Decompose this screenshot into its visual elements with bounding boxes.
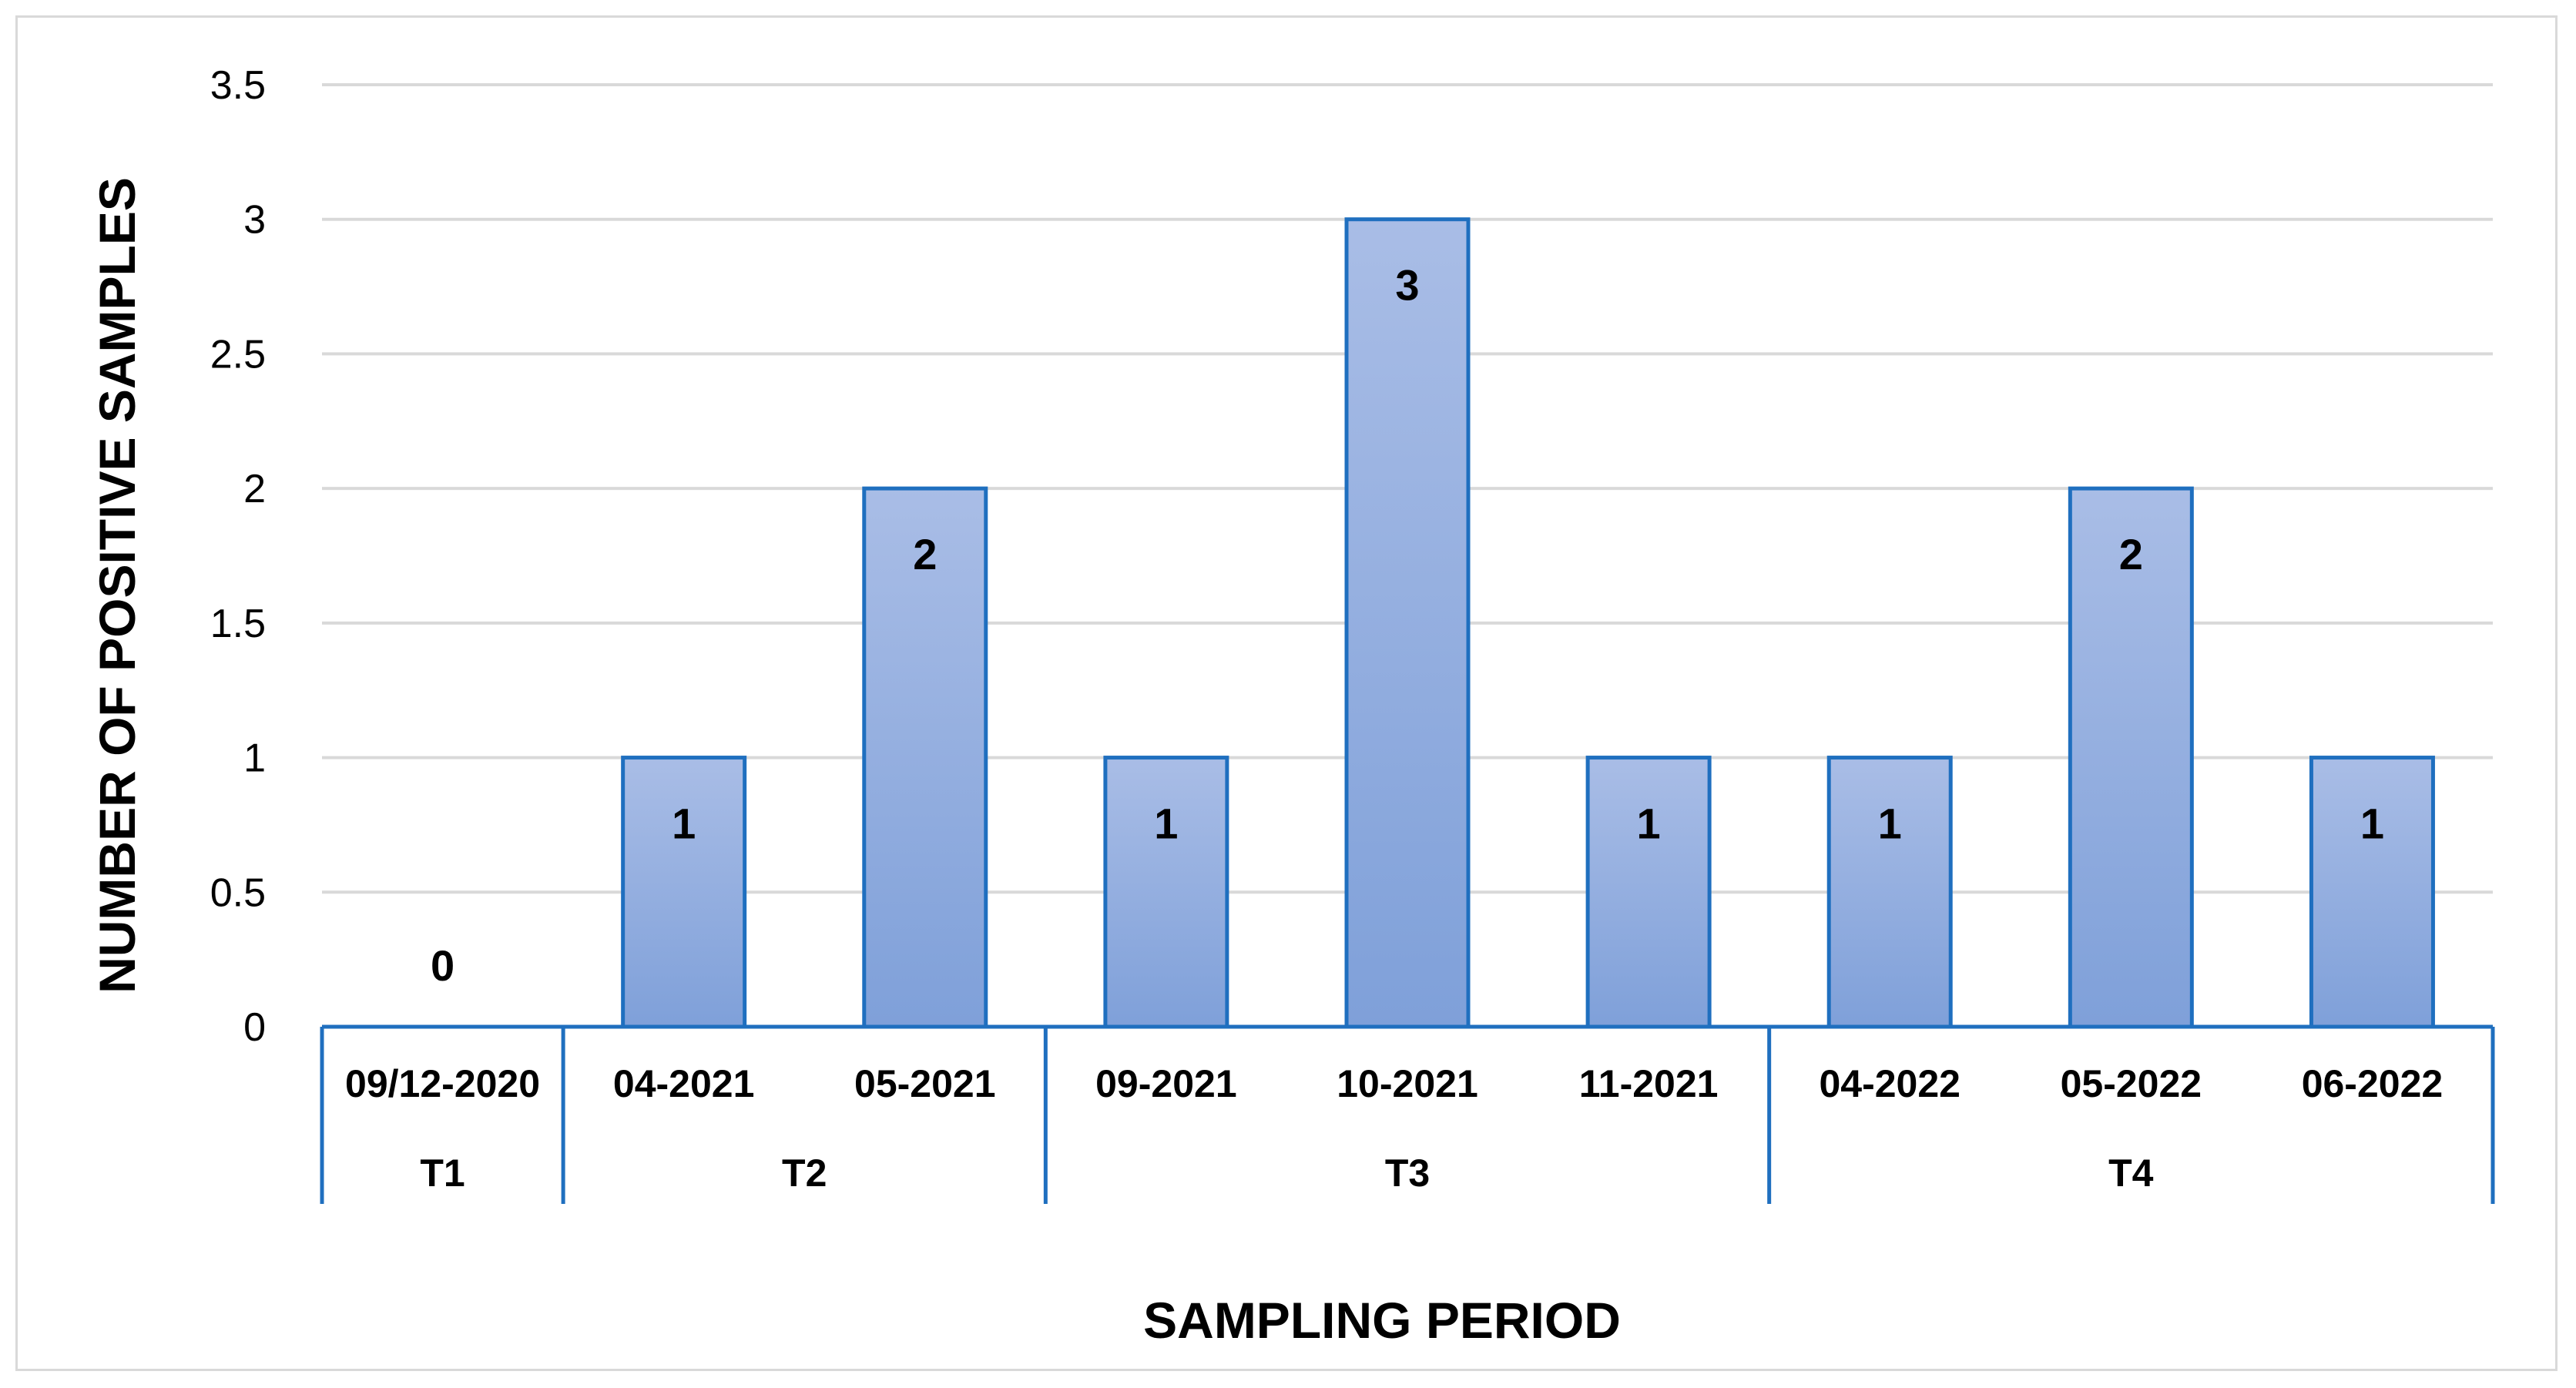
y-axis-title: NUMBER OF POSITIVE SAMPLES bbox=[89, 177, 146, 994]
group-label: T3 bbox=[1385, 1152, 1430, 1195]
bar bbox=[1103, 756, 1229, 1029]
data-label: 3 bbox=[1395, 261, 1419, 310]
category-label: 11-2021 bbox=[1579, 1062, 1719, 1105]
bar bbox=[1826, 756, 1953, 1029]
bar bbox=[862, 486, 988, 1029]
category-label: 04-2022 bbox=[1819, 1062, 1961, 1105]
x-axis-title: SAMPLING PERIOD bbox=[1143, 1292, 1621, 1349]
category-label: 05-2022 bbox=[2061, 1062, 2202, 1105]
group-label: T4 bbox=[2108, 1152, 2154, 1195]
category-label: 05-2021 bbox=[854, 1062, 996, 1105]
y-tick-label: 1.5 bbox=[210, 602, 266, 646]
group-labels: T1 T2 T3 T4 bbox=[420, 1152, 2153, 1195]
data-label: 1 bbox=[672, 800, 696, 848]
y-tick-label: 0 bbox=[243, 1005, 266, 1050]
data-label: 2 bbox=[2119, 530, 2143, 578]
category-label: 04-2021 bbox=[613, 1062, 755, 1105]
category-label: 09/12-2020 bbox=[345, 1062, 540, 1105]
bar bbox=[2068, 486, 2194, 1029]
data-label: 2 bbox=[913, 530, 937, 578]
group-label: T2 bbox=[782, 1152, 827, 1195]
category-labels: 09/12-2020 04-2021 05-2021 09-2021 10-2021 11… bbox=[345, 1062, 2443, 1105]
y-tick-label: 1 bbox=[243, 736, 266, 781]
bar bbox=[2309, 756, 2435, 1029]
group-label: T1 bbox=[420, 1152, 465, 1195]
bars: 0 1 2 1 3 1 1 2 1 bbox=[431, 217, 2435, 1029]
y-tick-label: 2.5 bbox=[210, 332, 266, 377]
bar bbox=[621, 756, 747, 1029]
data-label: 0 bbox=[431, 941, 454, 990]
y-axis-ticks: 0 0.5 1 1.5 2 2.5 3 3.5 bbox=[210, 63, 266, 1050]
bar bbox=[1344, 217, 1471, 1029]
data-label: 1 bbox=[1637, 800, 1661, 848]
y-tick-label: 2 bbox=[243, 467, 266, 511]
y-tick-label: 0.5 bbox=[210, 870, 266, 915]
data-label: 1 bbox=[2360, 800, 2384, 848]
category-label: 10-2021 bbox=[1337, 1062, 1478, 1105]
category-label: 09-2021 bbox=[1095, 1062, 1237, 1105]
data-label: 1 bbox=[1878, 800, 1902, 848]
y-tick-label: 3.5 bbox=[210, 63, 266, 108]
category-label: 06-2022 bbox=[2302, 1062, 2444, 1105]
y-tick-label: 3 bbox=[243, 198, 266, 243]
bar bbox=[1585, 756, 1712, 1029]
data-label: 1 bbox=[1154, 800, 1178, 848]
x-axis bbox=[320, 1024, 2495, 1204]
